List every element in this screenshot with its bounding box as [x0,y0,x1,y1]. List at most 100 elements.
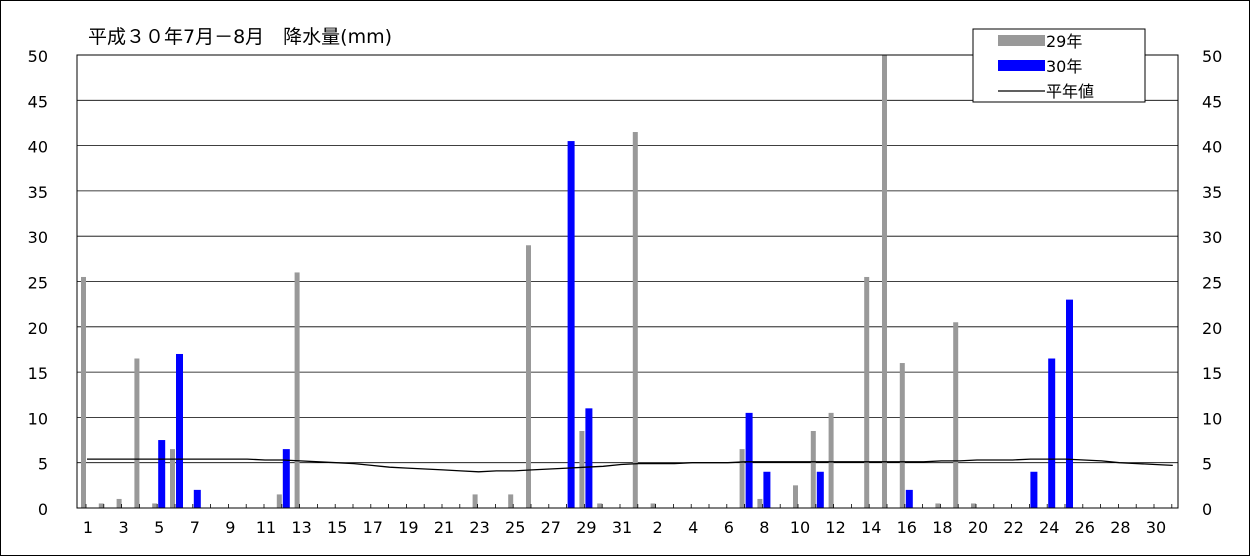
bar-29 [828,412,834,508]
bar-29 [81,276,86,508]
bar-29 [276,494,282,508]
bar-30 [585,408,593,508]
bar-29 [971,503,976,508]
y-tick-label-left: 50 [28,47,48,66]
series-30-bars [158,141,1073,508]
y-tick-label-left: 10 [28,409,48,428]
chart-title: 平成３０年7月－8月 降水量(mm) [88,26,392,48]
x-tick-label: 22 [1003,518,1023,537]
normal-line-group [87,458,1173,473]
x-tick-label: 3 [119,518,129,537]
bar-29 [526,245,531,508]
bar-29 [757,498,763,508]
x-tick-label: 10 [790,518,810,537]
bar-30 [282,449,290,508]
x-tick-label: 30 [1146,518,1166,537]
x-tick-label: 8 [759,518,769,537]
x-tick-label: 27 [541,518,561,537]
y-tick-label-left: 45 [28,92,48,111]
bar-29 [882,55,887,508]
x-tick-label: 5 [154,518,164,537]
y-tick-label-right: 20 [1202,319,1222,338]
bar-29 [472,494,478,508]
legend-label-29: 29年 [1046,32,1082,51]
x-tick-label: 9 [225,518,235,537]
x-tick-label: 24 [1039,518,1059,537]
x-tick-label: 14 [861,518,881,537]
bar-29 [899,363,905,508]
x-tick-label: 17 [363,518,383,537]
y-tick-label-right: 50 [1202,47,1222,66]
bar-30 [745,412,753,508]
bar-30 [763,471,771,508]
x-tick-label: 7 [190,518,200,537]
y-tick-label-right: 45 [1202,92,1222,111]
x-tick-label: 15 [327,518,347,537]
bar-29 [810,430,816,508]
bar-29 [953,322,959,508]
bar-29 [632,132,638,508]
x-tick-label: 12 [825,518,845,537]
y-tick-label-left: 15 [28,364,48,383]
x-tick-label: 21 [434,518,454,537]
bar-30 [158,440,166,508]
y-tick-label-left: 30 [28,228,48,247]
y-tick-label-right: 0 [1202,500,1212,519]
bar-29 [294,272,300,508]
bar-30 [905,489,913,508]
bar-29 [739,449,745,508]
y-tick-label-left: 25 [28,274,48,293]
bar-29 [935,503,941,508]
x-tick-label: 26 [1075,518,1095,537]
legend-swatch-29 [998,35,1045,46]
bar-29 [116,498,122,508]
y-tick-label-left: 20 [28,319,48,338]
series-29-bars [81,55,976,508]
x-tick-label: 20 [968,518,988,537]
bar-30 [176,353,183,508]
bar-29 [579,430,585,508]
legend-label-30: 30年 [1046,57,1082,76]
x-tick-label: 1 [83,518,93,537]
y-tick-label-right: 25 [1202,274,1222,293]
y-tick-label-left: 5 [38,455,48,474]
bar-29 [134,358,140,508]
x-tick-label: 13 [291,518,311,537]
bar-29 [793,485,798,508]
bar-29 [597,503,603,508]
bar-29 [170,449,175,508]
x-tick-label: 2 [653,518,663,537]
y-tick-label-left: 40 [28,138,48,157]
x-tick-label: 23 [469,518,489,537]
y-tick-label-left: 35 [28,183,48,202]
bar-30 [567,141,575,508]
bar-29 [864,276,870,508]
bar-30 [816,471,824,508]
x-tick-label: 29 [576,518,596,537]
x-tick-label: 19 [398,518,418,537]
x-tick-label: 11 [256,518,276,537]
plot-area-border [76,54,1179,509]
x-tick-label: 16 [897,518,917,537]
legend-swatch-30 [998,60,1045,71]
x-tick-label: 31 [612,518,632,537]
bar-29 [508,494,514,508]
bar-29 [152,503,158,508]
x-tick-label: 28 [1110,518,1130,537]
x-tick-label: 25 [505,518,525,537]
y-tick-label-right: 30 [1202,228,1222,247]
bar-30 [1048,358,1056,508]
legend-label-normal: 平年値 [1046,82,1094,101]
bar-29 [650,503,656,508]
y-tick-label-right: 5 [1202,455,1212,474]
y-tick-label-right: 35 [1202,183,1222,202]
bar-30 [1066,299,1073,508]
x-tick-label: 6 [724,518,734,537]
x-tick-label: 4 [688,518,698,537]
y-tick-label-left: 0 [38,500,48,519]
y-tick-label-right: 40 [1202,138,1222,157]
legend: 29年 30年 平年値 [972,28,1146,103]
bar-30 [193,489,201,508]
